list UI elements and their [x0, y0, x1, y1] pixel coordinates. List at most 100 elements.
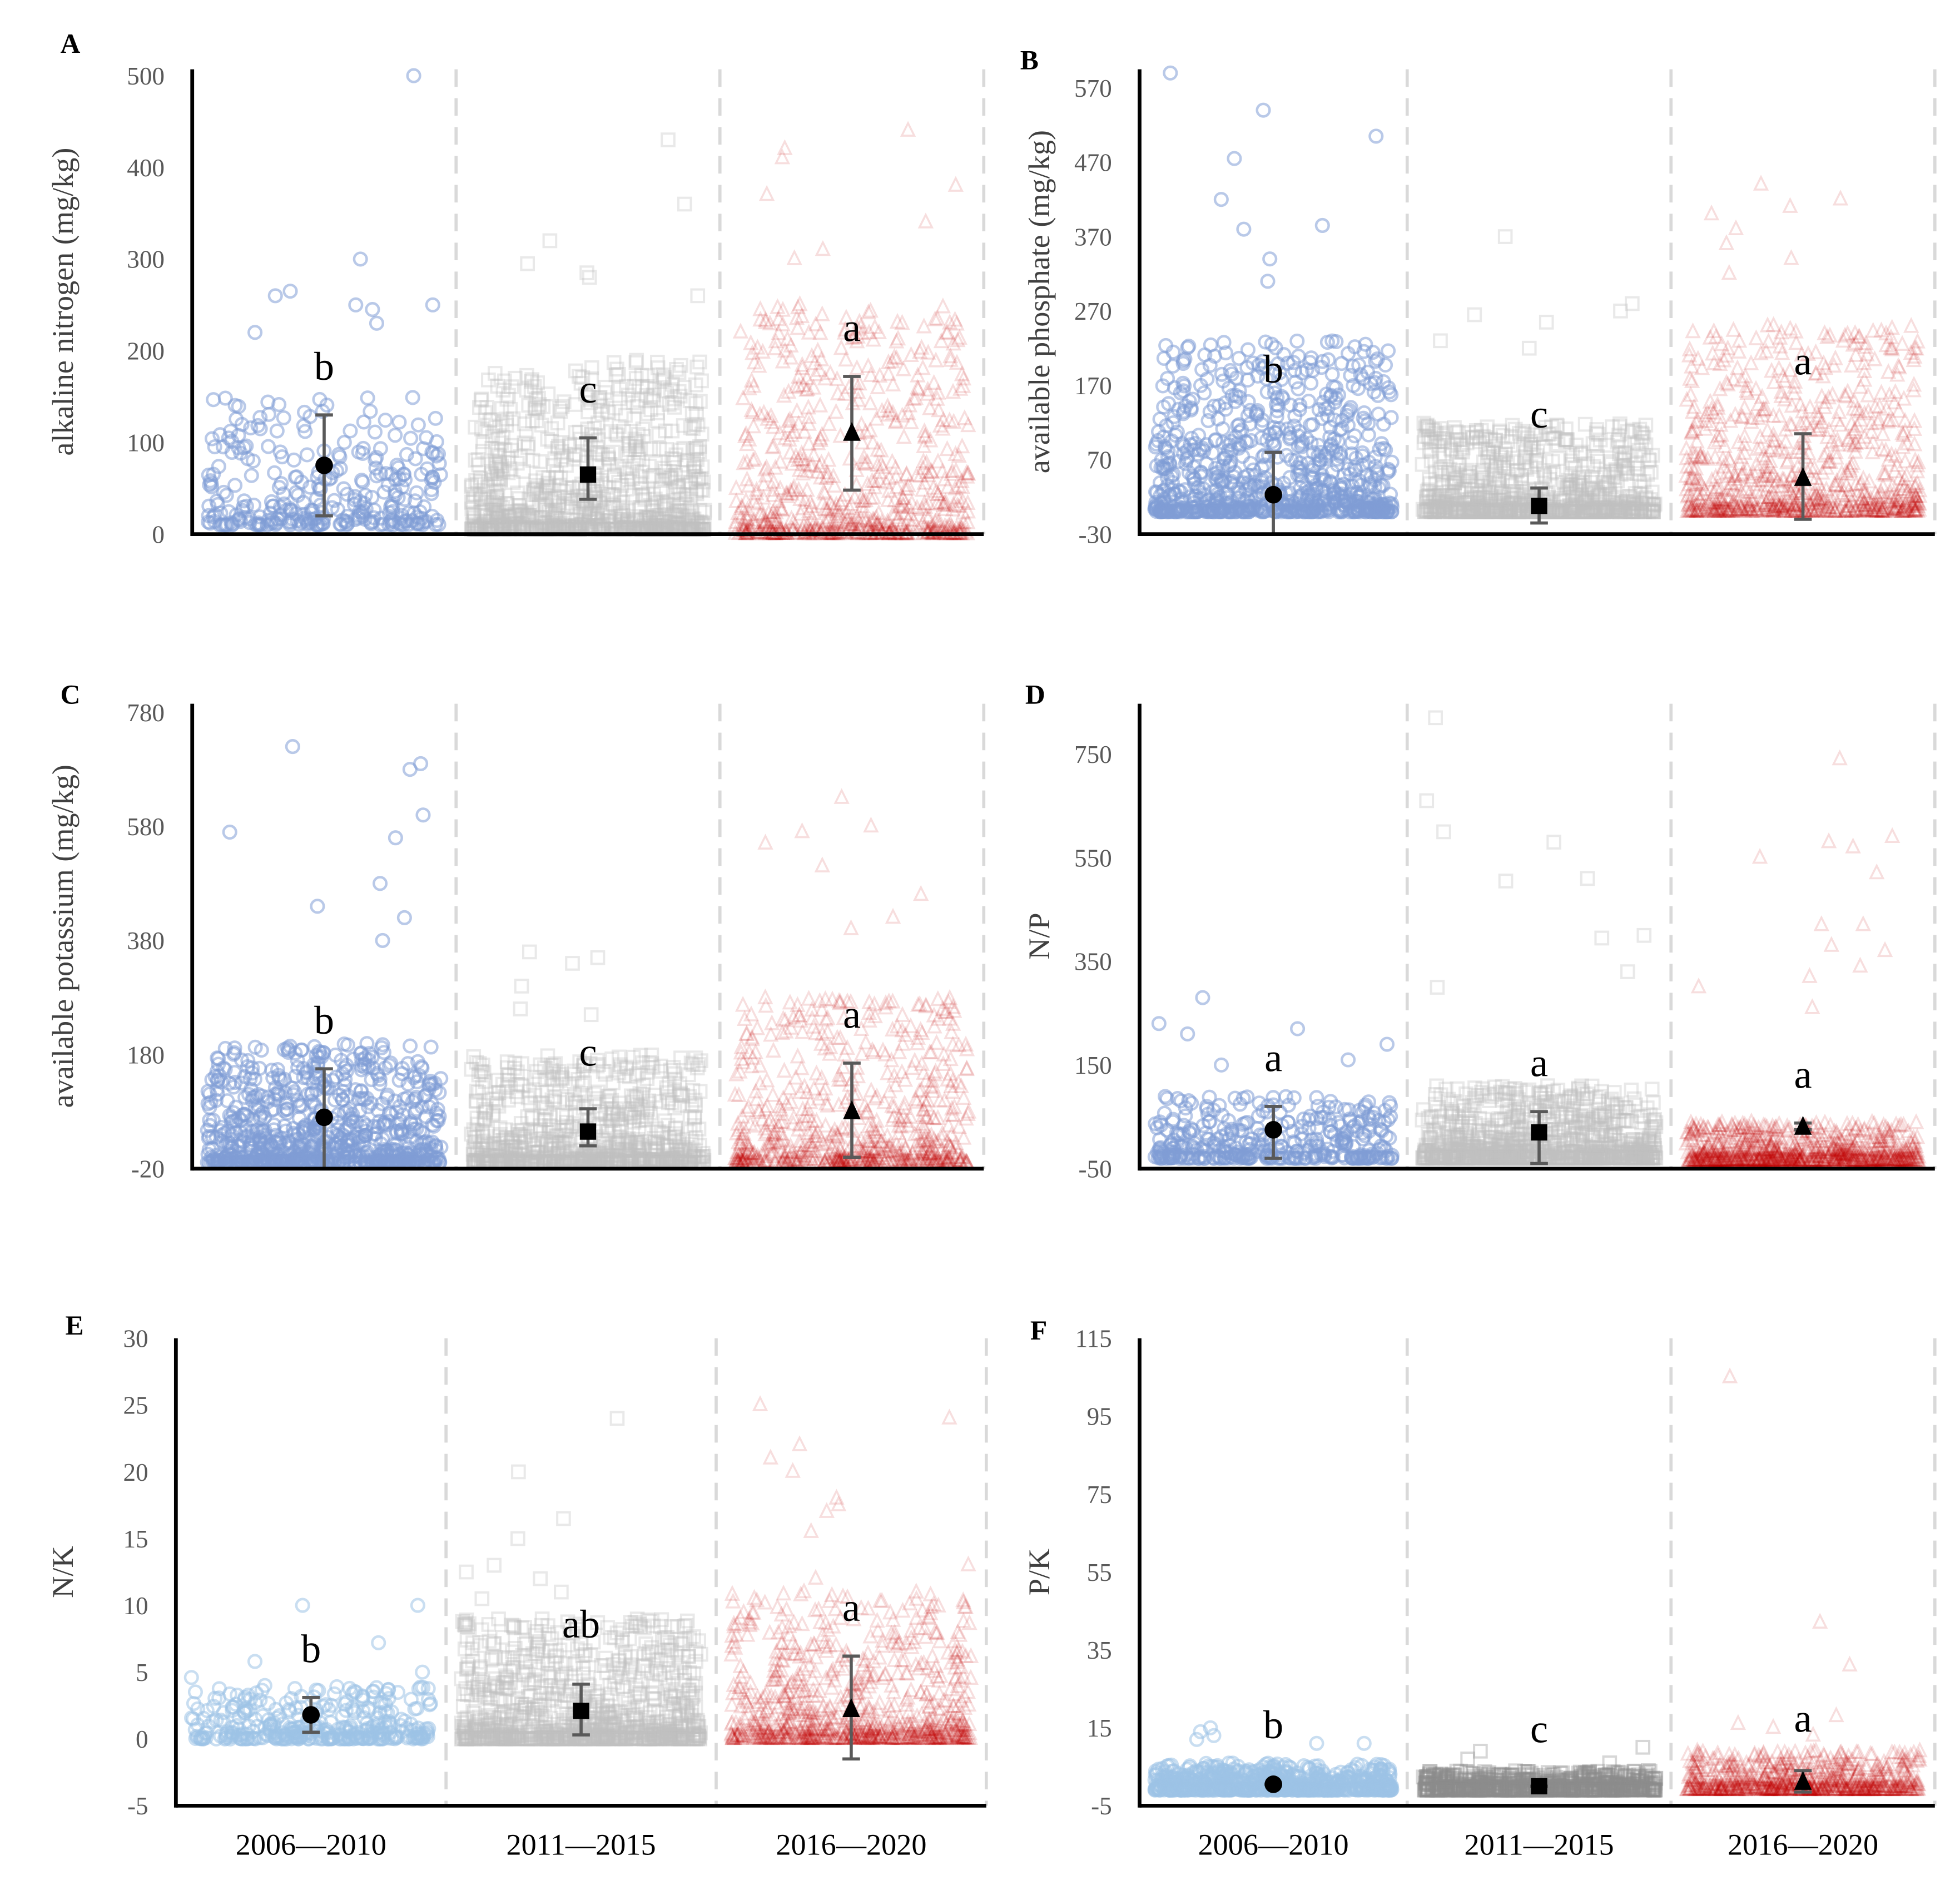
data-point — [555, 498, 571, 514]
data-point — [355, 445, 370, 461]
data-point — [1748, 329, 1764, 345]
data-point — [1728, 219, 1744, 236]
data-point — [492, 456, 508, 472]
data-point — [348, 297, 364, 312]
data-point — [1753, 175, 1769, 191]
data-point — [689, 486, 704, 502]
data-point — [544, 434, 559, 449]
data-point — [606, 488, 622, 503]
data-point — [519, 383, 534, 398]
data-point — [504, 438, 519, 453]
data-point — [562, 436, 577, 452]
data-point — [654, 374, 670, 389]
data-point — [1314, 217, 1330, 234]
data-point — [604, 487, 619, 502]
data-point — [243, 420, 259, 436]
data-point — [935, 297, 951, 314]
data-point — [393, 517, 409, 532]
y-tick-label: 780 — [127, 699, 165, 727]
data-point — [1903, 317, 1919, 333]
data-point — [358, 488, 373, 503]
data-point — [656, 494, 671, 510]
data-point — [538, 484, 553, 500]
data-point — [1260, 274, 1276, 289]
data-point — [369, 315, 385, 331]
data-point — [915, 359, 931, 375]
data-point — [490, 441, 505, 457]
data-point — [204, 479, 220, 495]
data-point — [500, 496, 515, 512]
data-point — [247, 325, 263, 340]
data-point — [1873, 384, 1889, 400]
data-point — [309, 517, 324, 533]
data-point — [647, 492, 663, 507]
data-point — [260, 439, 276, 454]
data-point — [554, 399, 570, 414]
data-point — [683, 420, 698, 435]
mean-marker — [315, 457, 333, 474]
data-point — [578, 386, 593, 401]
data-point — [828, 403, 844, 419]
data-point — [223, 424, 239, 439]
data-point — [1303, 375, 1319, 391]
data-point — [497, 513, 512, 529]
data-point — [539, 478, 554, 493]
data-point — [333, 460, 348, 477]
data-point — [821, 415, 837, 431]
data-point — [527, 400, 543, 415]
data-point — [488, 419, 504, 435]
y-tick-label: -20 — [131, 1155, 165, 1183]
data-point — [494, 401, 509, 416]
y-tick-label: 100 — [127, 429, 165, 457]
data-point — [550, 415, 565, 431]
data-point — [428, 410, 443, 426]
data-point — [684, 511, 700, 527]
data-point — [537, 502, 553, 517]
data-point — [267, 465, 282, 480]
data-point — [528, 392, 544, 408]
group-0-points — [201, 68, 448, 533]
significance-letter: b — [1263, 347, 1283, 391]
data-point — [389, 458, 405, 473]
data-point — [619, 515, 635, 530]
data-point — [622, 438, 637, 454]
data-point — [312, 391, 328, 407]
data-point — [424, 472, 439, 488]
data-point — [815, 240, 831, 256]
y-tick-label: 0 — [152, 520, 165, 548]
data-point — [575, 488, 591, 504]
data-point — [403, 430, 419, 446]
data-point — [410, 417, 426, 433]
data-point — [489, 466, 504, 482]
data-point — [628, 436, 643, 451]
data-point — [287, 469, 303, 485]
data-point — [535, 470, 550, 485]
data-point — [424, 486, 439, 502]
data-point — [229, 411, 244, 427]
panel-letter: C — [60, 679, 80, 710]
data-point — [1497, 229, 1513, 244]
data-point — [637, 511, 653, 527]
data-point — [378, 466, 394, 482]
data-point — [231, 440, 246, 455]
data-point — [842, 449, 858, 466]
data-point — [356, 414, 371, 430]
y-tick-label: 200 — [127, 338, 165, 365]
data-point — [786, 249, 802, 265]
data-point — [488, 457, 504, 472]
data-point — [565, 480, 580, 495]
data-point — [503, 401, 518, 417]
data-point — [1256, 102, 1271, 118]
data-point — [367, 424, 383, 440]
data-point — [642, 510, 657, 525]
data-point — [677, 196, 692, 212]
data-point — [547, 509, 563, 524]
group-0-points — [1147, 65, 1400, 520]
data-point — [391, 414, 407, 430]
y-tick-label: 170 — [1074, 372, 1112, 400]
data-point — [672, 388, 688, 404]
data-point — [479, 494, 494, 510]
data-point — [276, 496, 292, 512]
data-point — [507, 511, 523, 527]
data-point — [646, 468, 661, 483]
